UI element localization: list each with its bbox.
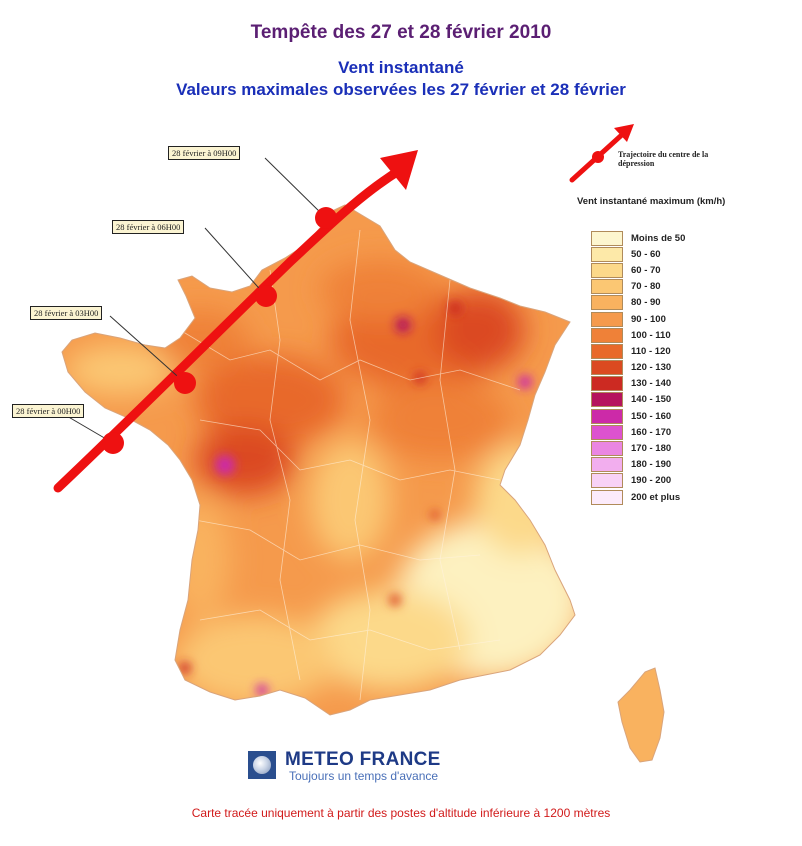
brand-name: METEO FRANCE bbox=[285, 749, 441, 770]
legend-label: 100 - 110 bbox=[631, 329, 671, 341]
legend-row: 80 - 90 bbox=[591, 295, 685, 311]
legend-row: 110 - 120 bbox=[591, 343, 685, 359]
legend-label: Moins de 50 bbox=[631, 232, 686, 244]
brand-tagline: Toujours un temps d'avance bbox=[289, 769, 439, 783]
track-label-00h: 28 février à 00H00 bbox=[12, 404, 85, 418]
storm-track bbox=[53, 150, 418, 493]
legend-label: 120 - 130 bbox=[631, 362, 672, 374]
legend-label: 90 - 100 bbox=[631, 313, 666, 325]
wind-legend: Moins de 50 50 - 60 60 - 70 70 - 80 80 -… bbox=[591, 230, 685, 505]
legend-row: 140 - 150 bbox=[591, 392, 685, 408]
map-title: Tempête des 27 et 28 février 2010 bbox=[250, 22, 552, 43]
footnote: Carte tracée uniquement à partir des pos… bbox=[191, 806, 611, 820]
map-subtitle-2: Valeurs maximales observées les 27 févri… bbox=[176, 80, 626, 99]
legend-label: 60 - 70 bbox=[631, 264, 661, 276]
legend-label: 70 - 80 bbox=[631, 281, 661, 293]
meteo-france-logo bbox=[248, 751, 276, 779]
legend-row: 150 - 160 bbox=[591, 408, 685, 424]
legend-label: 50 - 60 bbox=[631, 248, 661, 260]
legend-swatch bbox=[591, 424, 623, 440]
legend-swatch bbox=[591, 473, 623, 489]
legend-swatch bbox=[591, 376, 623, 392]
legend-swatch bbox=[591, 392, 623, 408]
legend-swatch bbox=[591, 441, 623, 457]
legend-row: 60 - 70 bbox=[591, 262, 685, 278]
legend-label: 190 - 200 bbox=[631, 475, 672, 487]
track-label-09h: 28 février à 09H00 bbox=[168, 146, 241, 160]
legend-row: 50 - 60 bbox=[591, 246, 685, 262]
legend-label: 110 - 120 bbox=[631, 345, 671, 357]
legend-label: 130 - 140 bbox=[631, 378, 672, 390]
legend-label: 80 - 90 bbox=[631, 297, 661, 309]
legend-swatch bbox=[591, 311, 623, 327]
legend-label: 140 - 150 bbox=[631, 394, 672, 406]
legend-swatch bbox=[591, 262, 623, 278]
legend-row: 180 - 190 bbox=[591, 457, 685, 473]
legend-label: 160 - 170 bbox=[631, 426, 672, 438]
map-subtitle-1: Vent instantané bbox=[338, 58, 464, 77]
legend-swatch bbox=[591, 489, 623, 505]
legend-label: 170 - 180 bbox=[631, 443, 672, 455]
legend-swatch bbox=[591, 360, 623, 376]
legend-row: 190 - 200 bbox=[591, 473, 685, 489]
legend-swatch bbox=[591, 457, 623, 473]
legend-row: 120 - 130 bbox=[591, 360, 685, 376]
legend-row: 160 - 170 bbox=[591, 424, 685, 440]
corsica bbox=[617, 667, 665, 763]
track-label-03h: 28 février à 03H00 bbox=[30, 306, 103, 320]
legend-swatch bbox=[591, 408, 623, 424]
legend-label: 150 - 160 bbox=[631, 410, 672, 422]
legend-label: 200 et plus bbox=[631, 491, 681, 503]
legend-label: 180 - 190 bbox=[631, 459, 672, 471]
legend-row: 70 - 80 bbox=[591, 279, 685, 295]
trajectory-legend-symbol bbox=[569, 124, 634, 183]
trajectory-legend-label: Trajectoire du centre de la dépression bbox=[618, 150, 709, 168]
legend-row: Moins de 50 bbox=[591, 230, 685, 246]
legend-row: 130 - 140 bbox=[591, 376, 685, 392]
legend-row: 100 - 110 bbox=[591, 327, 685, 343]
legend-swatch bbox=[591, 327, 623, 343]
legend-row: 170 - 180 bbox=[591, 440, 685, 457]
legend-row: 200 et plus bbox=[591, 489, 685, 505]
legend-row: 90 - 100 bbox=[591, 311, 685, 327]
legend-swatch bbox=[591, 279, 623, 295]
legend-swatch bbox=[591, 246, 623, 262]
legend-title: Vent instantané maximum (km/h) bbox=[577, 196, 726, 207]
legend-swatch bbox=[591, 230, 623, 246]
legend-swatch bbox=[591, 343, 623, 359]
track-label-06h: 28 février à 06H00 bbox=[112, 220, 185, 234]
legend-swatch bbox=[591, 295, 623, 311]
